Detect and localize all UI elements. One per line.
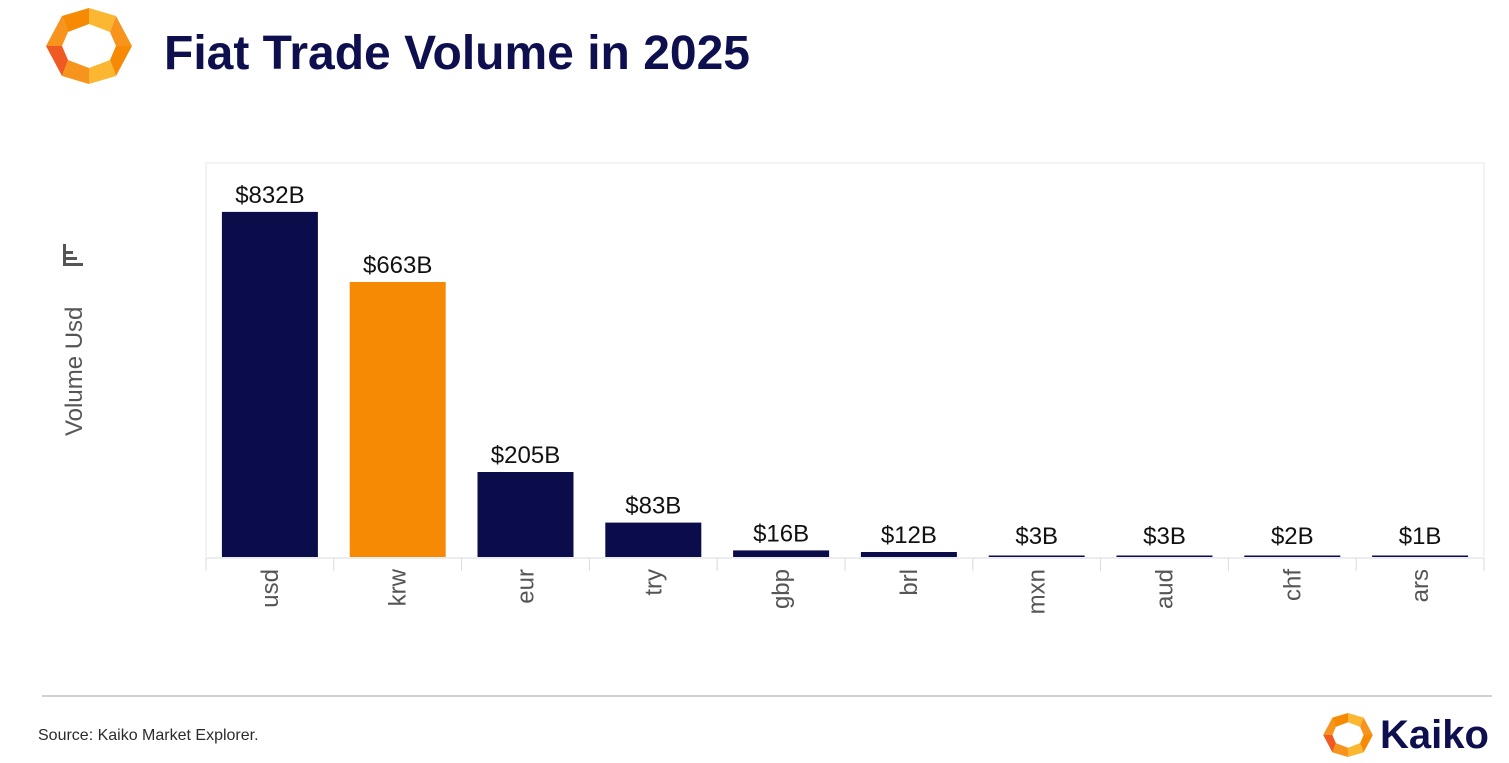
x-tick-label-aud: aud xyxy=(1152,569,1179,609)
chart-title: Fiat Trade Volume in 2025 xyxy=(164,27,750,80)
x-tick-labels-group: usd krw eur try gbp brl mxn aud chf ars xyxy=(257,568,1434,614)
data-label-brl: $12B xyxy=(881,522,937,549)
data-label-krw: $663B xyxy=(363,252,432,279)
data-label-eur: $205B xyxy=(491,442,560,469)
x-tick-label-mxn: mxn xyxy=(1024,569,1051,614)
y-axis-label-group: Volume Usd xyxy=(61,244,88,436)
x-tick-label-chf: chf xyxy=(1279,569,1306,601)
brand-logo: Kaiko xyxy=(1322,707,1489,763)
bar-chart-icon xyxy=(63,244,83,266)
bar-eur xyxy=(477,472,574,557)
data-label-usd: $832B xyxy=(235,182,304,209)
x-tick-label-eur: eur xyxy=(513,569,540,604)
brand-name: Kaiko xyxy=(1380,713,1489,757)
bar-krw xyxy=(349,282,446,557)
bar-usd xyxy=(221,211,318,557)
bar-mxn xyxy=(988,555,1085,557)
bar-aud xyxy=(1116,555,1213,557)
data-label-ars: $1B xyxy=(1399,523,1442,550)
y-axis-label: Volume Usd xyxy=(61,307,88,436)
kaiko-logo-icon xyxy=(1323,713,1373,757)
kaiko-logo-icon xyxy=(46,8,132,84)
x-tick-label-ars: ars xyxy=(1407,569,1434,602)
plot-area xyxy=(205,162,1485,571)
data-label-try: $83B xyxy=(625,493,681,520)
bar-ars xyxy=(1372,555,1469,557)
bar-chart: $832B$663B$205B$83B$16B $12B $3B $3B $2B $1B … xyxy=(61,162,1485,614)
x-tick-label-brl: brl xyxy=(896,569,923,596)
bars-group xyxy=(221,211,1469,557)
footer-divider xyxy=(42,695,1492,697)
data-label-mxn: $3B xyxy=(1015,523,1058,550)
data-label-aud: $3B xyxy=(1143,523,1186,550)
bar-gbp xyxy=(733,550,830,557)
bar-try xyxy=(605,522,702,557)
data-label-chf: $2B xyxy=(1271,523,1314,550)
bar-brl xyxy=(860,552,957,557)
data-label-gbp: $16B xyxy=(753,520,809,547)
data-labels-group: $832B $663B $205B $83B $16B $12B $3B $3B $2B $1B xyxy=(235,182,1441,550)
x-tick-label-usd: usd xyxy=(257,569,284,608)
x-tick-label-try: try xyxy=(640,569,667,596)
x-tick-label-gbp: gbp xyxy=(768,569,795,609)
x-tick-label-krw: krw xyxy=(385,568,412,606)
source-note: Source: Kaiko Market Explorer. xyxy=(38,727,259,744)
bar-chf xyxy=(1244,555,1341,557)
